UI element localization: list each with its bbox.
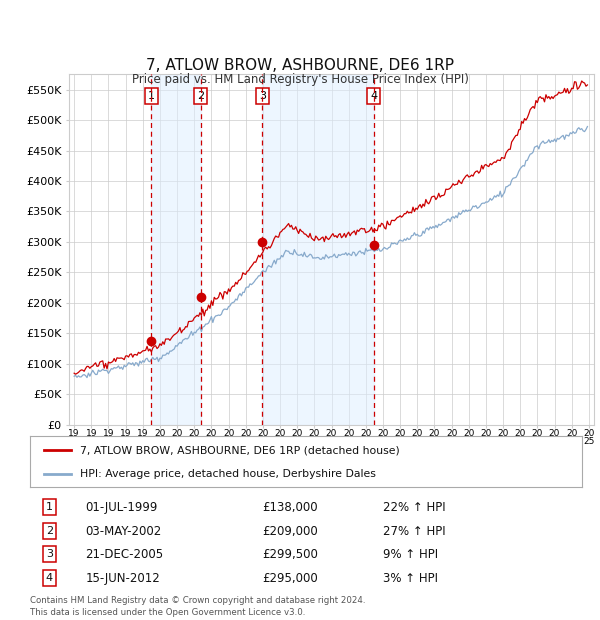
Text: Price paid vs. HM Land Registry's House Price Index (HPI): Price paid vs. HM Land Registry's House … bbox=[131, 73, 469, 86]
Text: 27% ↑ HPI: 27% ↑ HPI bbox=[383, 525, 446, 538]
Text: This data is licensed under the Open Government Licence v3.0.: This data is licensed under the Open Gov… bbox=[30, 608, 305, 617]
Text: 3% ↑ HPI: 3% ↑ HPI bbox=[383, 572, 438, 585]
Text: 1: 1 bbox=[46, 502, 53, 512]
Text: £299,500: £299,500 bbox=[262, 547, 318, 560]
Text: HPI: Average price, detached house, Derbyshire Dales: HPI: Average price, detached house, Derb… bbox=[80, 469, 376, 479]
Text: 7, ATLOW BROW, ASHBOURNE, DE6 1RP: 7, ATLOW BROW, ASHBOURNE, DE6 1RP bbox=[146, 58, 454, 73]
Text: 2: 2 bbox=[197, 91, 204, 100]
Text: 2: 2 bbox=[46, 526, 53, 536]
Text: 03-MAY-2002: 03-MAY-2002 bbox=[85, 525, 161, 538]
Text: £209,000: £209,000 bbox=[262, 525, 317, 538]
Text: 7, ATLOW BROW, ASHBOURNE, DE6 1RP (detached house): 7, ATLOW BROW, ASHBOURNE, DE6 1RP (detac… bbox=[80, 445, 400, 455]
Text: £138,000: £138,000 bbox=[262, 500, 317, 513]
Text: 4: 4 bbox=[370, 91, 377, 100]
Text: 3: 3 bbox=[259, 91, 266, 100]
Text: 1: 1 bbox=[148, 91, 155, 100]
Text: Contains HM Land Registry data © Crown copyright and database right 2024.: Contains HM Land Registry data © Crown c… bbox=[30, 596, 365, 604]
Bar bbox=[262, 74, 374, 425]
Text: 4: 4 bbox=[46, 574, 53, 583]
Text: £295,000: £295,000 bbox=[262, 572, 317, 585]
Text: 01-JUL-1999: 01-JUL-1999 bbox=[85, 500, 158, 513]
Bar bbox=[151, 74, 200, 425]
Text: 9% ↑ HPI: 9% ↑ HPI bbox=[383, 547, 439, 560]
Text: 15-JUN-2012: 15-JUN-2012 bbox=[85, 572, 160, 585]
Text: 22% ↑ HPI: 22% ↑ HPI bbox=[383, 500, 446, 513]
Text: 3: 3 bbox=[46, 549, 53, 559]
Text: 21-DEC-2005: 21-DEC-2005 bbox=[85, 547, 163, 560]
